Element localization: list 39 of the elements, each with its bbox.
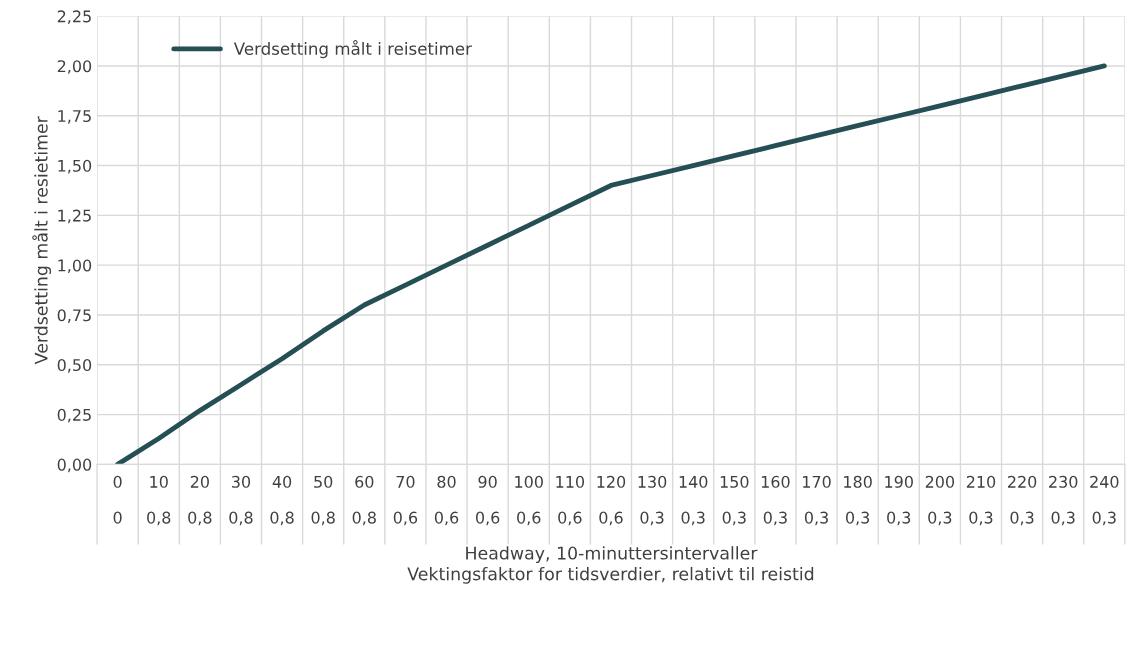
category-label: 60 0,8	[352, 475, 376, 526]
legend-label: Verdsetting målt i reisetimer	[233, 40, 472, 59]
category-label: 40 0,8	[270, 475, 294, 526]
y-tick-label: 1,50	[58, 159, 92, 174]
y-axis-title: Verdsetting målt i resietimer	[32, 116, 52, 365]
category-label: 130 0,3	[638, 475, 667, 526]
category-label: 120 0,6	[597, 475, 626, 526]
category-label: 70 0,6	[393, 475, 418, 526]
category-label: 30 0,8	[229, 475, 253, 526]
x-axis-title: Headway, 10-minuttersintervaller Vektingsfaktor for tidsverdier, relativt til reistid	[407, 546, 814, 584]
y-tick-label: 1,25	[58, 209, 91, 224]
category-label: 200 0,3	[925, 475, 955, 526]
category-label: 220 0,3	[1008, 475, 1037, 526]
y-tick-label: 0,25	[57, 408, 91, 423]
category-label: 230 0,3	[1049, 475, 1078, 526]
category-label: 140 0,3	[679, 475, 708, 526]
line-series	[115, 63, 1107, 465]
category-label: 180 0,3	[844, 475, 872, 526]
y-tick-label: 1,00	[58, 259, 92, 274]
category-label: 160 0,3	[761, 475, 790, 526]
category-label: 20 0,8	[188, 475, 212, 526]
y-tick-label: 0,00	[57, 458, 92, 473]
y-tick-label: 2,00	[57, 60, 92, 74]
category-label: 240 0,3	[1090, 475, 1119, 526]
category-label: 170 0,3	[803, 475, 831, 526]
category-label: 100 0,6	[515, 475, 543, 526]
category-label: 10 0,8	[147, 475, 171, 526]
category-label: 110 0,6	[556, 475, 585, 526]
category-label: 80 0,6	[434, 475, 459, 526]
y-tick-label: 1,75	[58, 110, 91, 124]
category-label: 150 0,3	[720, 475, 749, 526]
y-tick-label: 2,25	[57, 10, 91, 25]
y-tick-label: 0,75	[57, 309, 91, 323]
category-label: 50 0,8	[311, 475, 335, 526]
category-label: 190 0,3	[885, 475, 913, 526]
category-label: 0 0	[113, 475, 122, 524]
y-tick-label: 0,50	[57, 359, 92, 373]
category-label: 210 0,3	[966, 475, 996, 526]
category-label: 90 0,6	[475, 475, 500, 526]
